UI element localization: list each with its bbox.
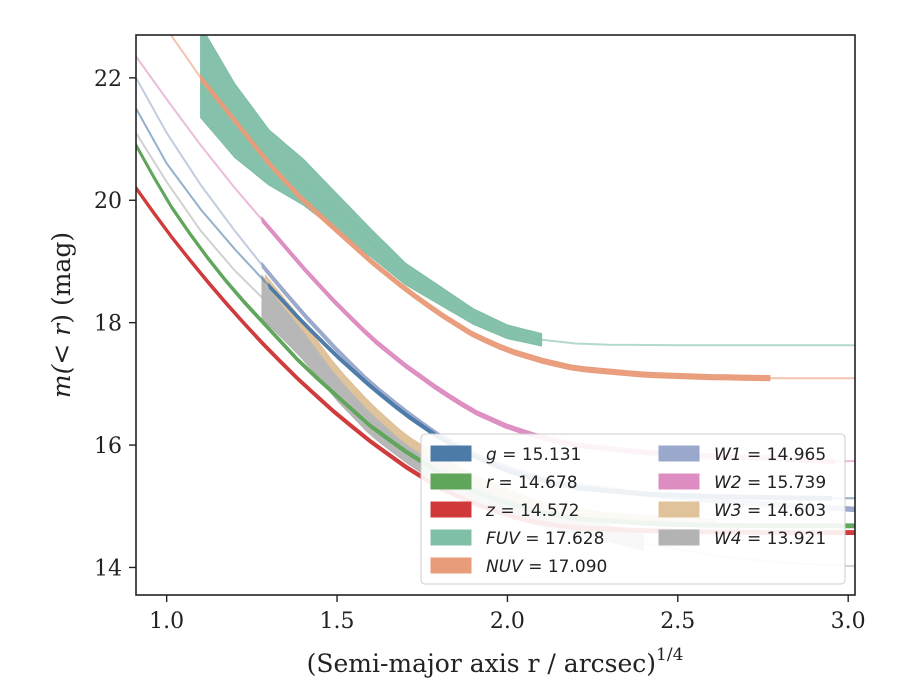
x-tick-label: 2.5: [660, 609, 695, 634]
legend-swatch-fuv: [430, 529, 472, 546]
series-line-fuv: [199, 71, 855, 347]
legend-label-g: g = 15.131: [486, 445, 581, 465]
series-nuv: [169, 35, 855, 382]
series-band-z: [136, 185, 855, 536]
x-tick-label: 3.0: [831, 609, 866, 634]
legend-label-fuv: FUV = 17.628: [486, 529, 604, 549]
legend-label-z: z = 14.572: [485, 501, 579, 521]
legend-label-r: r = 14.678: [486, 473, 578, 493]
series-fuv: [199, 35, 855, 347]
legend-swatch-g: [430, 445, 472, 462]
x-tick-label: 1.5: [320, 609, 355, 634]
legend-label-w3: W3 = 14.603: [714, 501, 826, 521]
legend-swatch-w1: [658, 445, 700, 462]
legend-box: [420, 433, 846, 585]
series-band-r: [136, 142, 855, 529]
legend-label-nuv: NUV = 17.090: [486, 557, 607, 577]
plot-frame: [135, 34, 856, 596]
series-band-nuv: [200, 73, 771, 382]
series-band-fuv: [200, 35, 543, 347]
legend: g = 15.131 r = 14.678 z = 14.572 FUV = 17.6…: [420, 433, 846, 585]
legend-swatch-z: [430, 501, 472, 518]
legend-swatch-r: [430, 473, 472, 490]
y-tick-label: 22: [94, 67, 122, 92]
legend-label-w1: W1 = 14.965: [714, 445, 826, 465]
x-axis-ticks: 1.0 1.5 2.0 2.5 3.0: [149, 595, 866, 634]
legend-swatch-w2: [658, 473, 700, 490]
y-axis-ticks: 14 16 18 20 22: [94, 67, 136, 581]
y-tick-label: 20: [94, 189, 122, 214]
y-tick-label: 14: [94, 556, 122, 581]
legend-label-w4: W4 = 13.921: [714, 529, 826, 549]
legend-label-w2: W2 = 15.739: [714, 473, 826, 493]
y-tick-label: 18: [94, 312, 122, 337]
legend-swatch-w4: [658, 529, 700, 546]
y-axis-label: m(< r) (mag): [47, 232, 76, 398]
x-tick-label: 2.0: [490, 609, 525, 634]
legend-swatch-w3: [658, 501, 700, 518]
x-tick-label: 1.0: [149, 609, 184, 634]
y-tick-label: 16: [94, 434, 122, 459]
legend-swatch-nuv: [430, 557, 472, 574]
x-axis-label: (Semi-major axis r / arcsec)1/4: [307, 645, 684, 678]
